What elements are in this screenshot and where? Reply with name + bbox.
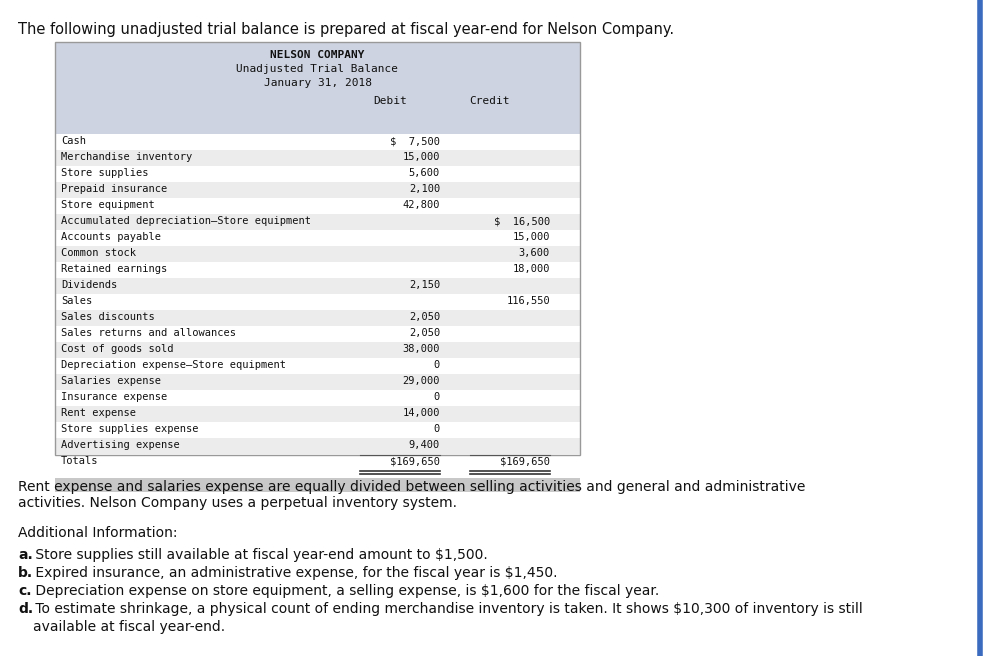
Text: 2,050: 2,050 — [409, 328, 440, 338]
Text: Unadjusted Trial Balance: Unadjusted Trial Balance — [236, 64, 399, 74]
Text: Credit: Credit — [470, 96, 510, 106]
Text: activities. Nelson Company uses a perpetual inventory system.: activities. Nelson Company uses a perpet… — [18, 496, 457, 510]
Bar — [55, 198, 580, 214]
Text: available at fiscal year-end.: available at fiscal year-end. — [33, 620, 225, 634]
Text: Retained earnings: Retained earnings — [61, 264, 168, 274]
Text: Sales discounts: Sales discounts — [61, 312, 155, 322]
Text: Common stock: Common stock — [61, 248, 136, 258]
Text: Sales returns and allowances: Sales returns and allowances — [61, 328, 236, 338]
Bar — [55, 438, 580, 454]
Bar — [55, 214, 580, 230]
Text: Salaries expense: Salaries expense — [61, 376, 161, 386]
Text: NELSON COMPANY: NELSON COMPANY — [270, 50, 365, 60]
Bar — [55, 42, 580, 134]
Text: Merchandise inventory: Merchandise inventory — [61, 152, 192, 162]
Bar — [55, 262, 580, 278]
Text: $169,650: $169,650 — [390, 456, 440, 466]
Text: Insurance expense: Insurance expense — [61, 392, 168, 402]
Text: Cash: Cash — [61, 136, 86, 146]
Bar — [55, 390, 580, 406]
Text: Depreciation expense on store equipment, a selling expense, is $1,600 for the fi: Depreciation expense on store equipment,… — [31, 584, 660, 598]
Bar — [55, 478, 580, 492]
Bar — [55, 342, 580, 358]
Bar — [55, 422, 580, 438]
Bar — [55, 358, 580, 374]
Bar — [55, 150, 580, 166]
Text: 15,000: 15,000 — [403, 152, 440, 162]
Text: Rent expense: Rent expense — [61, 408, 136, 418]
Text: 2,050: 2,050 — [409, 312, 440, 322]
Text: 38,000: 38,000 — [403, 344, 440, 354]
Text: Store supplies expense: Store supplies expense — [61, 424, 198, 434]
Bar — [55, 374, 580, 390]
Text: Cost of goods sold: Cost of goods sold — [61, 344, 174, 354]
Bar — [55, 454, 580, 470]
Bar — [55, 134, 580, 150]
Text: Accounts payable: Accounts payable — [61, 232, 161, 242]
Text: 3,600: 3,600 — [519, 248, 550, 258]
Text: 9,400: 9,400 — [409, 440, 440, 450]
Text: January 31, 2018: January 31, 2018 — [264, 78, 371, 88]
Text: 0: 0 — [434, 392, 440, 402]
Text: d.: d. — [18, 602, 33, 616]
Text: 2,100: 2,100 — [409, 184, 440, 194]
Text: 116,550: 116,550 — [506, 296, 550, 306]
Text: c.: c. — [18, 584, 32, 598]
Text: 0: 0 — [434, 360, 440, 370]
Text: $  7,500: $ 7,500 — [390, 136, 440, 146]
Text: b.: b. — [18, 566, 33, 580]
Text: 42,800: 42,800 — [403, 200, 440, 210]
Bar — [55, 278, 580, 294]
Text: Depreciation expense–Store equipment: Depreciation expense–Store equipment — [61, 360, 286, 370]
Bar — [55, 326, 580, 342]
Text: Debit: Debit — [373, 96, 407, 106]
Text: Rent expense and salaries expense are equally divided between selling activities: Rent expense and salaries expense are eq… — [18, 480, 806, 494]
Text: 18,000: 18,000 — [513, 264, 550, 274]
Text: a.: a. — [18, 548, 33, 562]
Text: Additional Information:: Additional Information: — [18, 526, 178, 540]
Text: Expired insurance, an administrative expense, for the fiscal year is $1,450.: Expired insurance, an administrative exp… — [31, 566, 558, 580]
Text: 29,000: 29,000 — [403, 376, 440, 386]
Text: Store equipment: Store equipment — [61, 200, 155, 210]
Text: Sales: Sales — [61, 296, 92, 306]
Bar — [55, 406, 580, 422]
Text: 0: 0 — [434, 424, 440, 434]
Text: $  16,500: $ 16,500 — [494, 216, 550, 226]
Bar — [55, 182, 580, 198]
Bar — [55, 294, 580, 310]
Text: 2,150: 2,150 — [409, 280, 440, 290]
Text: To estimate shrinkage, a physical count of ending merchandise inventory is taken: To estimate shrinkage, a physical count … — [31, 602, 863, 616]
Bar — [55, 42, 580, 455]
Text: 14,000: 14,000 — [403, 408, 440, 418]
Text: Store supplies still available at fiscal year-end amount to $1,500.: Store supplies still available at fiscal… — [31, 548, 488, 562]
Text: 15,000: 15,000 — [513, 232, 550, 242]
Bar — [55, 246, 580, 262]
Text: The following unadjusted trial balance is prepared at fiscal year-end for Nelson: The following unadjusted trial balance i… — [18, 22, 675, 37]
Text: Totals: Totals — [61, 456, 98, 466]
Bar — [55, 230, 580, 246]
Bar — [55, 166, 580, 182]
Text: Prepaid insurance: Prepaid insurance — [61, 184, 168, 194]
Text: Dividends: Dividends — [61, 280, 117, 290]
Text: $169,650: $169,650 — [500, 456, 550, 466]
Text: Store supplies: Store supplies — [61, 168, 149, 178]
Text: 5,600: 5,600 — [409, 168, 440, 178]
Text: Advertising expense: Advertising expense — [61, 440, 180, 450]
Bar — [55, 310, 580, 326]
Text: Accumulated depreciation–Store equipment: Accumulated depreciation–Store equipment — [61, 216, 311, 226]
